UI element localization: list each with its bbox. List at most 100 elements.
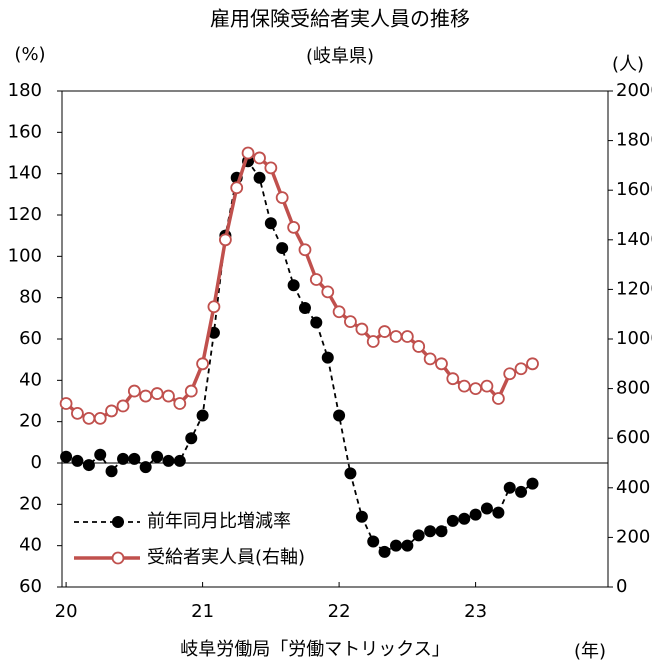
y2-tick-label: 0 — [616, 576, 627, 597]
data-point — [321, 351, 334, 364]
data-point — [469, 508, 482, 521]
y2-tick-label: 1200 — [616, 278, 652, 299]
source: 岐阜労働局「労働マトリックス」 — [180, 639, 449, 660]
data-point — [184, 384, 198, 398]
data-point — [389, 330, 403, 343]
data-point — [275, 191, 289, 205]
data-point — [412, 340, 426, 353]
x-axis-unit: (年) — [574, 641, 606, 662]
y2-tick-label: 600 — [616, 427, 650, 448]
y-tick-label: 20 — [19, 493, 42, 514]
data-point — [492, 506, 505, 519]
y-tick-label: 60 — [19, 328, 42, 349]
data-point — [446, 514, 459, 527]
data-point — [503, 481, 516, 494]
data-point — [185, 432, 198, 445]
data-point — [298, 302, 311, 314]
x-tick-label: 23 — [464, 601, 487, 622]
y2-tick-label: 200 — [616, 526, 650, 547]
data-point — [94, 448, 107, 461]
data-point — [446, 372, 460, 386]
data-point — [93, 411, 107, 425]
y-tick-label: 40 — [19, 535, 42, 556]
data-point — [480, 502, 493, 515]
data-point — [139, 461, 152, 474]
y2-tick-label: 800 — [616, 378, 650, 399]
data-point — [253, 151, 266, 165]
data-point — [173, 454, 186, 467]
data-point — [196, 357, 209, 371]
data-point — [218, 233, 232, 247]
data-point — [196, 409, 209, 422]
data-point — [264, 161, 278, 175]
y-tick-label: 100 — [8, 245, 42, 266]
data-point — [116, 399, 130, 413]
y2-tick-label: 1600 — [616, 179, 652, 200]
y-tick-label: 180 — [8, 80, 42, 101]
y2-tick-label: 400 — [616, 477, 650, 498]
data-point — [287, 279, 300, 292]
y2-tick-label: 1000 — [616, 328, 652, 349]
data-point — [264, 217, 277, 230]
data-point — [367, 535, 380, 548]
data-point — [230, 181, 244, 195]
y-tick-label: 80 — [19, 287, 42, 308]
data-point — [82, 411, 96, 425]
data-point — [344, 467, 357, 480]
data-point — [71, 454, 84, 467]
data-point — [105, 404, 118, 418]
data-point — [480, 379, 494, 393]
data-point — [355, 322, 369, 336]
series-line — [65, 159, 534, 553]
y-tick-label: 60 — [19, 576, 42, 597]
y-tick-label: 20 — [19, 411, 42, 432]
data-point — [207, 300, 221, 314]
legend-marker — [112, 516, 124, 528]
data-point — [400, 330, 414, 343]
data-point — [60, 450, 73, 463]
data-point — [333, 409, 346, 422]
data-point — [309, 273, 323, 286]
data-point — [241, 146, 255, 160]
legend-label: 前年同月比増減率 — [147, 511, 291, 532]
data-point — [287, 220, 301, 234]
data-point — [503, 367, 517, 381]
data-point — [139, 389, 153, 403]
data-point — [491, 392, 505, 405]
chart-subtitle: (岐阜県) — [306, 46, 374, 67]
data-point — [71, 406, 84, 420]
data-point — [117, 452, 130, 465]
data-point — [82, 459, 95, 472]
data-point — [332, 305, 346, 319]
y2-tick-label: 1400 — [616, 229, 652, 250]
data-point — [128, 452, 141, 465]
data-point — [515, 485, 528, 498]
data-point — [514, 362, 528, 376]
data-point — [355, 510, 368, 523]
data-point — [423, 352, 437, 366]
data-point — [298, 243, 312, 257]
data-point — [412, 529, 425, 542]
data-point — [253, 171, 266, 184]
y-axis-unit: (%) — [14, 44, 45, 65]
data-point — [173, 397, 187, 410]
data-point — [321, 285, 335, 299]
x-tick-label: 21 — [191, 601, 214, 622]
data-point — [390, 539, 403, 552]
data-point — [310, 316, 323, 329]
y-tick-label: 140 — [8, 163, 42, 184]
data-point — [344, 315, 357, 329]
data-point — [457, 379, 471, 393]
y-tick-label: 120 — [8, 204, 42, 225]
data-point — [150, 387, 164, 400]
data-point — [276, 242, 289, 255]
data-point — [424, 525, 437, 538]
data-point — [59, 397, 73, 410]
data-point — [105, 465, 118, 478]
data-point — [162, 454, 175, 467]
chart-title: 雇用保険受給者実人員の推移 — [210, 7, 470, 31]
legend-label: 受給者実人員(右軸) — [147, 547, 305, 568]
data-point — [378, 545, 391, 558]
